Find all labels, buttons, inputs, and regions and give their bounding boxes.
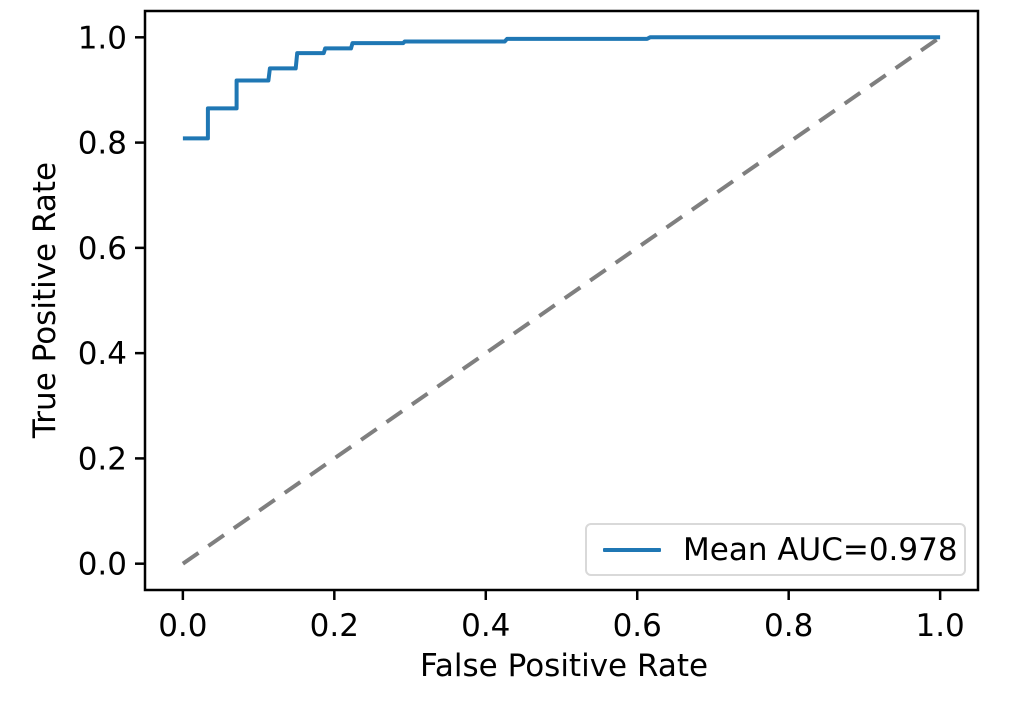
y-tick-label: 0.8	[78, 126, 127, 162]
x-tick-label: 0.8	[764, 608, 813, 644]
legend: Mean AUC=0.978	[585, 523, 966, 576]
legend-label: Mean AUC=0.978	[683, 531, 958, 568]
x-axis-label: False Positive Rate	[419, 648, 709, 684]
y-tick-label: 0.6	[78, 231, 127, 267]
y-tick-label: 0.4	[78, 336, 127, 372]
plot-border	[143, 9, 980, 592]
x-tick-label: 1.0	[915, 608, 964, 644]
x-tick-label: 0.6	[613, 608, 662, 644]
x-tick-label: 0.2	[310, 608, 359, 644]
chance-diagonal	[181, 35, 942, 566]
x-tick-label: 0.0	[158, 608, 207, 644]
mean-roc-curve	[182, 35, 941, 141]
x-tick-label: 0.4	[461, 608, 510, 644]
y-tick-label: 0.2	[78, 441, 127, 477]
legend-line-sample	[603, 547, 661, 552]
y-tick-label: 1.0	[78, 20, 127, 56]
y-tick-label: 0.0	[78, 547, 127, 583]
y-axis-label: True Positive Rate	[27, 161, 63, 439]
